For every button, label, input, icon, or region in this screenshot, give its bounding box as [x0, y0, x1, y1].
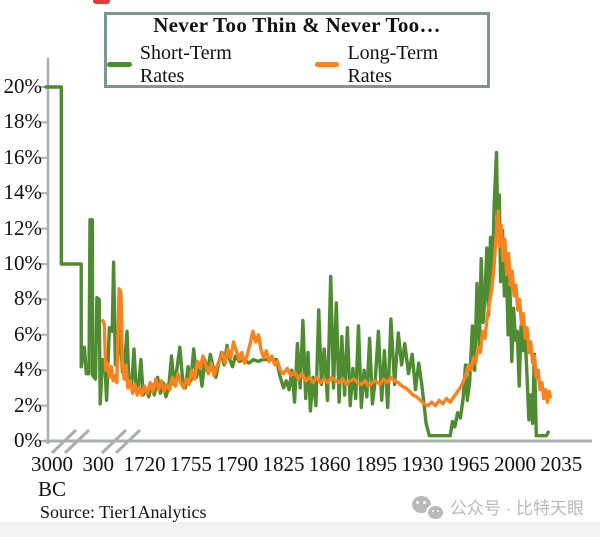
source-text: Source: Tier1Analytics	[40, 502, 207, 522]
y-axis-label: 6%	[14, 321, 42, 346]
legend: Short-Term Rates Long-Term Rates	[107, 42, 487, 88]
x-axis-label: 1755	[169, 452, 212, 476]
chart-title: Never Too Thin & Never Too…	[153, 12, 441, 37]
short-term-ratesseries-line	[44, 85, 550, 438]
y-axis-label: 18%	[3, 109, 43, 134]
y-axis-label: 12%	[3, 215, 43, 240]
legend-item-short-term: Short-Term Rates	[107, 42, 281, 88]
y-axis-label: 16%	[3, 144, 43, 169]
y-axis-label: 2%	[14, 392, 42, 417]
x-axis-label: 2035	[540, 452, 583, 476]
red-mark	[93, 0, 110, 4]
long-term-legend-dash-icon	[314, 62, 340, 67]
y-axis-label: 8%	[14, 286, 42, 311]
title-legend-box: Never Too Thin & Never Too… Short-Term R…	[104, 12, 490, 88]
x-axis-label: 3000	[31, 452, 73, 476]
x-axis-label: 2000	[494, 452, 536, 476]
x-axis-label: 1930	[401, 452, 444, 476]
legend-item-long-term: Long-Term Rates	[314, 41, 487, 88]
y-axis-label: 14%	[3, 180, 43, 205]
x-axis-label: 1965	[447, 452, 490, 476]
x-axis-label: 1790	[216, 452, 259, 476]
x-axis-label: 1895	[355, 452, 398, 476]
axis-break-slash	[50, 428, 78, 455]
x-axis-label: 1720	[123, 452, 166, 476]
wechat-icon	[411, 495, 445, 521]
watermark-text: 公众号 · 比特天眼	[449, 499, 584, 518]
y-axis-label: 10%	[3, 251, 43, 275]
legend-label: Short-Term Rates	[139, 41, 232, 87]
bc-label: BC	[37, 477, 66, 501]
y-axis-label: 0%	[14, 428, 42, 452]
y-axis-label: 4%	[14, 357, 42, 382]
watermark: 公众号 · 比特天眼	[411, 494, 584, 521]
x-axis-label: 1860	[308, 452, 351, 476]
axis-break-slash	[63, 428, 91, 455]
legend-label: Long-Term Rates	[347, 41, 439, 87]
bottom-strip	[0, 522, 600, 537]
y-axis-label: 20%	[3, 74, 43, 98]
x-axis-label: 300	[82, 452, 115, 476]
short-term-legend-dash-icon	[107, 62, 132, 67]
long-term-ratesseries-line	[101, 209, 552, 408]
axis-break-slash	[100, 428, 128, 455]
axis-break-slash	[114, 428, 142, 455]
x-axis-label: 1825	[262, 452, 305, 476]
